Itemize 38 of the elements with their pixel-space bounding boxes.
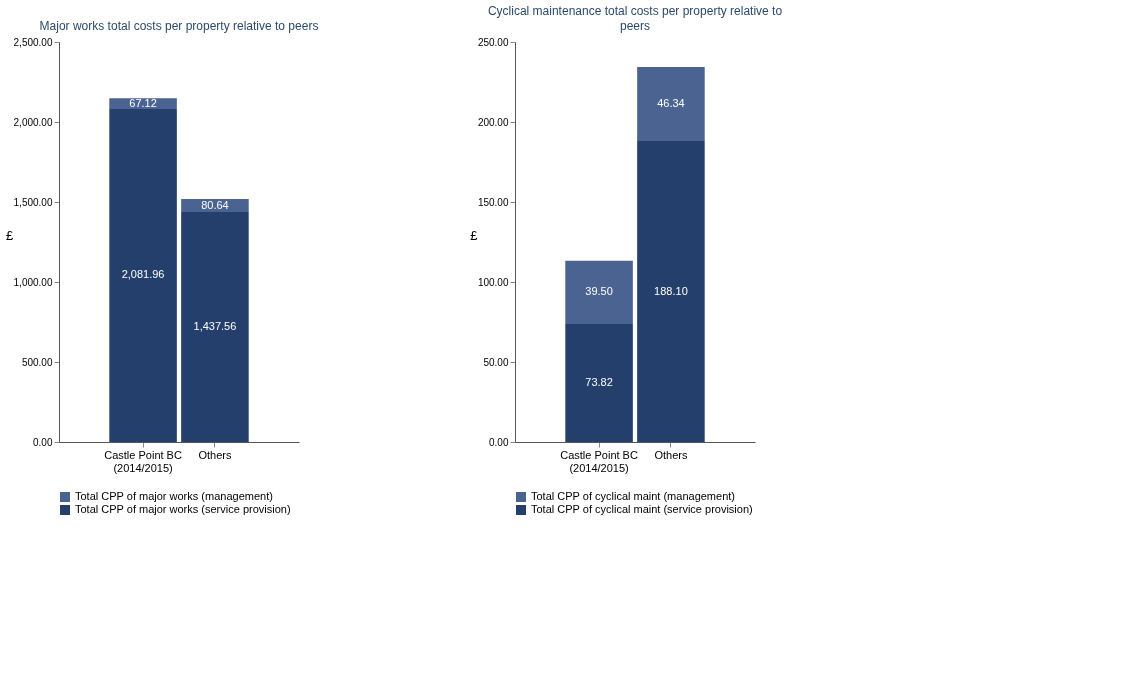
y-tick-label: 2,500.00 (13, 36, 53, 48)
data-label: 73.82 (585, 375, 613, 388)
x-tick-label: Castle Point BC (2014/2015) (104, 448, 182, 474)
bar (637, 66, 705, 142)
y-axis-title: £ (5, 227, 14, 243)
x-tick-label: Castle Point BC (2014/2015) (560, 448, 638, 474)
y-tick-label: 50.00 (483, 356, 509, 368)
x-tick-label: Others (654, 448, 688, 461)
bar (181, 211, 249, 442)
bar (565, 260, 633, 324)
y-tick-label: 250.00 (477, 36, 509, 48)
x-tick-label: Others (198, 448, 232, 461)
y-axis-title: £ (470, 227, 479, 243)
data-label: 1,437.56 (193, 320, 237, 332)
y-tick-label: 0.00 (489, 436, 509, 448)
data-label: 188.10 (654, 284, 688, 297)
legend-label: Total CPP of major works (service provision) (75, 503, 291, 515)
legend-label: Total CPP of major works (management) (75, 490, 273, 502)
data-label: 2,081.96 (121, 268, 165, 281)
data-label: 67.12 (129, 96, 157, 109)
data-label: 80.64 (201, 198, 229, 211)
legend-label: Total CPP of cyclical maint (management) (531, 490, 735, 502)
y-tick-label: 150.00 (477, 196, 509, 208)
y-tick-label: 200.00 (477, 116, 509, 128)
data-label: 39.50 (585, 285, 613, 298)
y-tick-label: 1,500.00 (13, 196, 53, 208)
y-tick-label: 1,000.00 (13, 276, 53, 288)
y-tick-label: 100.00 (477, 276, 509, 288)
y-tick-label: 0.00 (33, 436, 53, 448)
chart-title: Major works total costs per property relative to peers (39, 19, 319, 33)
bar (637, 141, 705, 442)
legend-label: Total CPP of cyclical maint (service provision) (531, 503, 753, 515)
bar (109, 108, 177, 442)
y-tick-label: 2,000.00 (13, 116, 53, 128)
chart-title: Cyclical maintenance total costs per property relative to peers (487, 4, 783, 33)
data-label: 46.34 (657, 96, 685, 109)
bar (565, 323, 633, 442)
y-tick-label: 500.00 (21, 356, 53, 368)
